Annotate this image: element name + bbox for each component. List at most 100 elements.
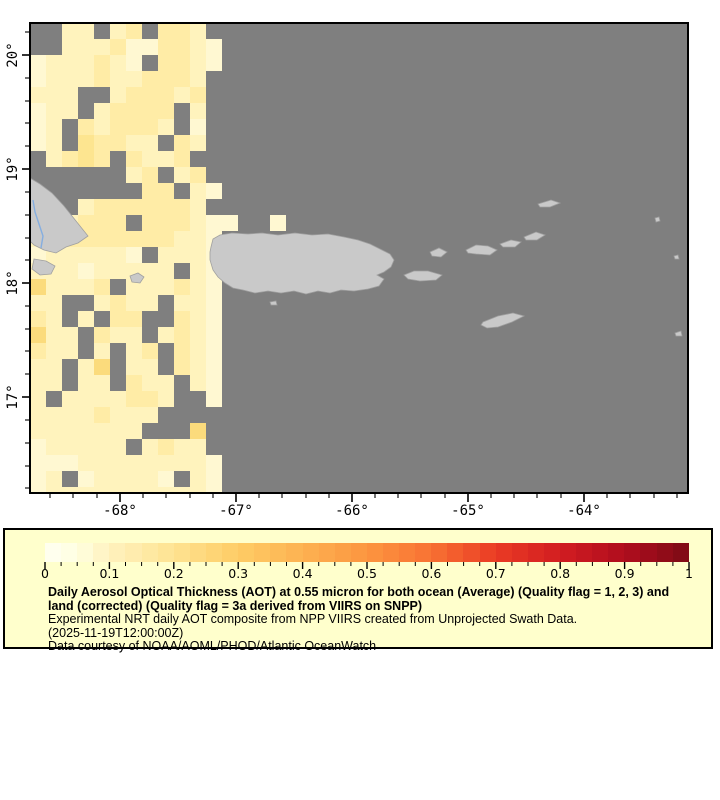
colorbar-step <box>366 543 383 562</box>
colorbar-step <box>479 543 496 562</box>
aot-cell <box>110 231 126 247</box>
colorbar-step <box>93 543 110 562</box>
aot-cell <box>158 247 174 263</box>
aot-cell <box>190 55 206 71</box>
aot-cell <box>62 103 78 119</box>
aot-cell <box>142 167 158 183</box>
lon-label: -67° <box>219 503 253 519</box>
aot-cell <box>206 471 222 487</box>
aot-cell <box>126 71 142 87</box>
aot-cell <box>78 471 94 487</box>
aot-cell <box>110 103 126 119</box>
aot-cell <box>46 471 62 487</box>
aot-cell <box>30 487 46 493</box>
aot-cell <box>110 135 126 151</box>
aot-cell <box>158 279 174 295</box>
aot-cell <box>30 135 46 151</box>
aot-cell <box>46 103 62 119</box>
aot-cell <box>142 391 158 407</box>
aot-cell <box>30 375 46 391</box>
aot-cell <box>222 215 238 231</box>
lat-label: 17° <box>5 384 21 409</box>
aot-cell <box>158 183 174 199</box>
aot-cell <box>30 471 46 487</box>
land-vieques <box>403 270 443 282</box>
aot-cell <box>46 135 62 151</box>
aot-cell <box>190 471 206 487</box>
aot-cell <box>190 359 206 375</box>
aot-cell <box>126 455 142 471</box>
aot-cell <box>46 439 62 455</box>
map-border <box>29 22 689 494</box>
aot-cell <box>142 183 158 199</box>
aot-cell <box>174 231 190 247</box>
aot-cell <box>78 359 94 375</box>
aot-cell <box>110 87 126 103</box>
aot-cell <box>158 151 174 167</box>
aot-cell <box>174 247 190 263</box>
aot-cell <box>46 87 62 103</box>
colorbar-step <box>656 543 673 562</box>
colorbar-step <box>61 543 78 562</box>
legend-title: Daily Aerosol Optical Thickness (AOT) at… <box>48 585 670 613</box>
aot-cell <box>46 295 62 311</box>
aot-cell <box>110 215 126 231</box>
legend-description: Experimental NRT daily AOT composite fro… <box>48 612 578 626</box>
aot-cell <box>190 167 206 183</box>
aot-cell <box>142 487 158 493</box>
aot-cell <box>78 55 94 71</box>
aot-cell <box>158 471 174 487</box>
land-anegada <box>537 199 562 208</box>
colorbar-tick-label: 0.6 <box>421 566 442 581</box>
aot-cell <box>174 71 190 87</box>
aot-cell <box>62 87 78 103</box>
aot-cell <box>46 407 62 423</box>
aot-cell <box>142 359 158 375</box>
aot-cell <box>142 135 158 151</box>
aot-cell <box>30 407 46 423</box>
aot-cell <box>94 423 110 439</box>
aot-cell <box>78 375 94 391</box>
aot-cell <box>206 311 222 327</box>
aot-cell <box>206 343 222 359</box>
colorbar-tick-label: 0.4 <box>292 566 313 581</box>
aot-cell <box>94 407 110 423</box>
aot-cell <box>174 487 190 493</box>
colorbar-step <box>527 543 544 562</box>
aot-cell <box>142 103 158 119</box>
aot-cell <box>174 135 190 151</box>
aot-cell <box>78 423 94 439</box>
lon-label: -68° <box>103 503 137 519</box>
aot-cell <box>174 439 190 455</box>
aot-cell <box>142 375 158 391</box>
colorbar-step <box>576 543 593 562</box>
land-st-john-tortola <box>499 239 522 248</box>
aot-cell <box>142 87 158 103</box>
colorbar-tick-label: 0 <box>41 566 49 581</box>
aot-cell <box>62 263 78 279</box>
colorbar-step <box>205 543 223 562</box>
aot-cell <box>94 39 110 55</box>
aot-cell <box>78 71 94 87</box>
aot-cell <box>30 455 46 471</box>
aot-cell <box>158 55 174 71</box>
aot-cell <box>126 391 142 407</box>
lon-label: -66° <box>335 503 369 519</box>
aot-cell <box>62 327 78 343</box>
aot-cell <box>94 391 110 407</box>
colorbar-ticks <box>44 562 690 569</box>
legend-timestamp: (2025-11-19T12:00:00Z) <box>48 625 184 640</box>
aot-cell <box>174 455 190 471</box>
aot-cell <box>46 151 62 167</box>
aot-cell <box>30 279 46 295</box>
aot-cell <box>94 439 110 455</box>
aot-cell <box>78 199 94 215</box>
aot-cell <box>46 423 62 439</box>
axis-ticks <box>22 31 678 502</box>
aot-cell <box>94 231 110 247</box>
lon-label: -65° <box>451 503 485 519</box>
aot-cell <box>158 375 174 391</box>
aot-cell <box>158 71 174 87</box>
aot-cell <box>94 215 110 231</box>
aot-cell <box>206 487 222 493</box>
